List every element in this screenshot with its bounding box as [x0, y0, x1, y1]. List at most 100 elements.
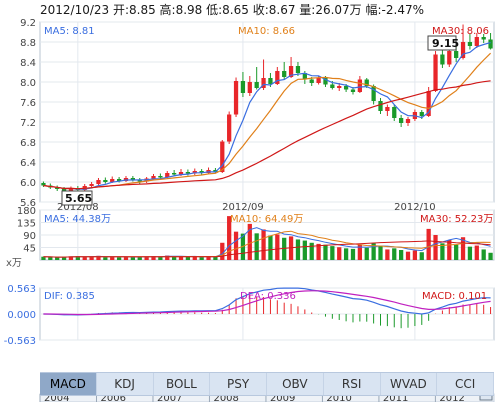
candle-body [233, 81, 239, 115]
indicator-tabs: MACD KDJ BOLL PSY OBV RSI WVAD CCI [40, 372, 494, 396]
volume-y-tick: 45 [23, 244, 36, 255]
price-y-tick: 8.8 [20, 38, 36, 49]
timeline-year: 2011 [383, 393, 408, 402]
volume-y-tick: 180 [17, 206, 36, 217]
candle-body [460, 42, 466, 58]
volume-bar [481, 249, 486, 260]
candle-body [447, 51, 452, 65]
volume-bar [405, 251, 411, 260]
price-y-tick: 6.4 [20, 158, 36, 169]
volume-bar [392, 248, 397, 260]
candle-body [371, 86, 376, 101]
volume-bar [419, 252, 424, 260]
candle-body [96, 180, 101, 184]
tab-obv[interactable]: OBV [267, 373, 324, 395]
volume-bar [426, 228, 431, 260]
volume-bar [206, 256, 211, 260]
price-panel [39, 21, 495, 203]
volume-bar [316, 243, 321, 260]
macd-y-axis: 0.563 0.000 -0.563 [4, 284, 36, 347]
volume-bar [488, 252, 493, 260]
volume-bar [247, 223, 252, 260]
volume-bar [151, 256, 156, 260]
volume-bar [447, 240, 452, 260]
vol-ma30-label: MA30: 52.23万 [420, 214, 493, 225]
volume-bar [268, 235, 273, 260]
candle-body [41, 183, 46, 186]
candle-body [268, 78, 273, 84]
candle-body [261, 78, 266, 88]
volume-bar [137, 256, 142, 260]
candle-body [302, 73, 307, 80]
volume-bar [41, 256, 46, 260]
volume-bar [467, 246, 473, 260]
volume-bar [110, 256, 115, 260]
price-y-tick: 7.6 [20, 98, 36, 109]
volume-bar [399, 250, 404, 260]
tab-psy[interactable]: PSY [210, 373, 267, 395]
volume-bar [55, 257, 60, 260]
volume-bar [454, 244, 459, 260]
tab-cci[interactable]: CCI [437, 373, 494, 395]
ma5-label: MA5: 8.81 [44, 26, 95, 37]
candle-body [116, 179, 122, 181]
candle-body [392, 107, 397, 118]
price-x-axis: 2012/08 2012/09 2012/10 [57, 202, 436, 213]
candle-body [405, 119, 411, 123]
volume-y-tick: 90 [23, 231, 36, 242]
tab-boll[interactable]: BOLL [154, 373, 211, 395]
candle-body [488, 39, 493, 49]
candle-body [288, 66, 294, 77]
candle-body [378, 101, 383, 111]
volume-bar [357, 244, 362, 260]
volume-bar [460, 237, 466, 260]
candle-body [316, 78, 321, 83]
candle-body [68, 188, 74, 192]
high-marker-box [427, 35, 457, 51]
tab-rsi[interactable]: RSI [324, 373, 381, 395]
macd-y-tick: 0.000 [7, 310, 36, 321]
candle-body [137, 180, 142, 182]
volume-bar [178, 256, 184, 260]
volume-bar [172, 256, 177, 260]
price-y-tick: 8.4 [20, 58, 36, 69]
tab-macd[interactable]: MACD [40, 373, 97, 395]
candle-body [474, 37, 479, 46]
timeline-year: 2012 [439, 393, 464, 402]
volume-bar [337, 247, 342, 260]
volume-bar [378, 245, 383, 260]
price-y-tick: 8.0 [20, 78, 36, 89]
candle-body [337, 86, 342, 88]
vol-ma30-line [43, 240, 491, 258]
volume-bar [158, 256, 163, 260]
volume-bar [343, 248, 349, 260]
tab-kdj[interactable]: KDJ [97, 373, 154, 395]
tab-wvad[interactable]: WVAD [381, 373, 438, 395]
volume-bar [474, 245, 479, 260]
volume-bar [68, 256, 74, 260]
moving-average-lines [43, 42, 492, 190]
candle-body [467, 42, 473, 46]
price-y-axis: 9.2 8.8 8.4 8.0 7.6 7.2 6.8 6.4 6.0 5.6 [20, 18, 36, 209]
candle-body [275, 71, 280, 84]
volume-bar [254, 233, 259, 260]
dea-label: DEA: 0.336 [240, 291, 296, 302]
vol-ma5-label: MA5: 44.38万 [44, 214, 111, 225]
candle-body [481, 37, 486, 40]
candle-body [158, 176, 163, 178]
price-y-tick: 6.8 [20, 138, 36, 149]
volume-bar [330, 246, 335, 260]
candle-body [282, 71, 287, 77]
candle-body [185, 172, 191, 174]
low-marker-box [61, 190, 93, 206]
timeline-years: 2004 2006 2007 2008 2009 2010 2011 2012 [39, 393, 465, 404]
vol-unit-label: x万 [6, 258, 22, 269]
candle-body [433, 54, 438, 91]
volume-bar [364, 247, 369, 260]
candle-body [343, 86, 349, 90]
price-y-tick: 7.2 [20, 118, 36, 129]
volume-bar [144, 256, 149, 260]
volume-bar [412, 250, 418, 260]
volume-bar [233, 231, 239, 260]
